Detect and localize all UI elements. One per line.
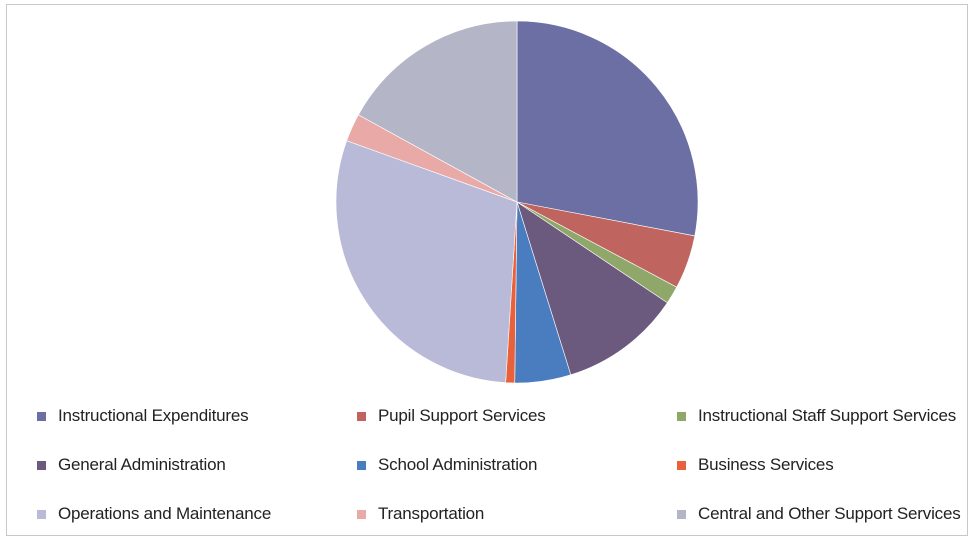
legend-item-general-administration: General Administration: [37, 446, 357, 484]
legend-label: Pupil Support Services: [378, 406, 546, 425]
legend-label: School Administration: [378, 455, 538, 474]
chart-frame: Instructional Expenditures Pupil Support…: [6, 4, 968, 536]
pie-slice-instructional-expenditures: [516, 20, 699, 237]
legend-swatch: [357, 509, 366, 519]
legend-item-transportation: Transportation: [357, 495, 677, 533]
legend-swatch: [677, 460, 686, 470]
legend-item-central-and-other-support-services: Central and Other Support Services: [677, 495, 967, 533]
legend-label: Instructional Staff Support Services: [698, 406, 957, 425]
legend-item-operations-and-maintenance: Operations and Maintenance: [37, 495, 357, 533]
legend-item-instructional-expenditures: Instructional Expenditures: [37, 397, 357, 435]
legend-swatch: [677, 509, 686, 519]
pie-slice-general-administration: [516, 201, 668, 376]
legend: Instructional Expenditures Pupil Support…: [37, 397, 967, 544]
legend-label: General Administration: [58, 455, 226, 474]
legend-label: Instructional Expenditures: [58, 406, 249, 425]
legend-label: Operations and Maintenance: [58, 504, 272, 523]
legend-label: Central and Other Support Services: [698, 504, 961, 523]
legend-item-business-services: Business Services: [677, 446, 967, 484]
pie-slice-central-and-other-support-services: [357, 20, 518, 203]
legend-swatch: [37, 460, 46, 470]
legend-swatch: [357, 411, 366, 421]
legend-item-instructional-staff-support-services: Instructional Staff Support Services: [677, 397, 967, 435]
legend-swatch: [37, 509, 46, 519]
legend-swatch: [37, 411, 46, 421]
legend-swatch: [677, 411, 686, 421]
legend-item-school-administration: School Administration: [357, 446, 677, 484]
pie-chart: [335, 20, 699, 384]
legend-label: Transportation: [378, 504, 485, 523]
legend-item-pupil-support-services: Pupil Support Services: [357, 397, 677, 435]
pie-slice-operations-and-maintenance: [335, 140, 518, 383]
legend-label: Business Services: [698, 455, 834, 474]
legend-swatch: [357, 460, 366, 470]
